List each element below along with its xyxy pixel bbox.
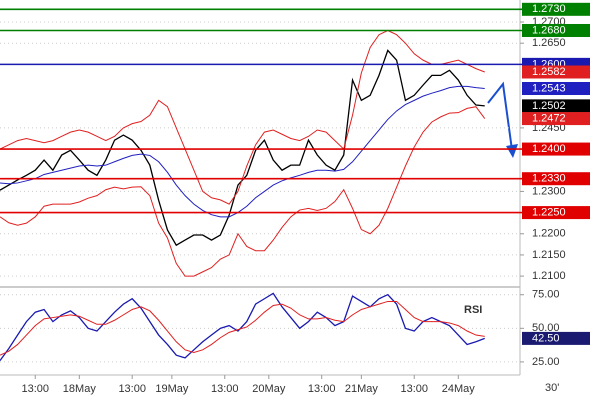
series-line <box>0 292 485 361</box>
y-tick-label: 25.00 <box>532 356 560 368</box>
x-tick-label: 21May <box>345 383 379 395</box>
y-tick-label: 1.2650 <box>532 37 566 49</box>
timeframe: 30' <box>545 382 559 394</box>
x-tick-label: 20May <box>252 383 286 395</box>
level-label: 1.2250 <box>532 206 566 218</box>
y-tick-label: 1.2150 <box>532 249 566 261</box>
price-tag <box>522 99 590 113</box>
price-tag <box>522 65 590 79</box>
rsi-title: RSI <box>464 304 482 316</box>
level-tag <box>522 2 590 16</box>
x-tick-label: 13:00 <box>21 383 49 395</box>
x-tick-label: 13:00 <box>118 383 146 395</box>
y-tick-label: 1.2100 <box>532 270 566 282</box>
price-tag <box>522 82 590 96</box>
level-tag <box>522 206 590 220</box>
level-tag <box>522 142 590 156</box>
y-tick-label: 75.00 <box>532 289 560 301</box>
price-tag <box>522 112 590 126</box>
y-tick-label: 50.00 <box>532 322 560 334</box>
level-label: 1.2400 <box>532 143 566 155</box>
x-tick-label: 19May <box>155 383 189 395</box>
level-tag <box>522 172 590 186</box>
y-tick-label: 1.2300 <box>532 185 566 197</box>
price-tag-label: 1.2582 <box>532 66 566 78</box>
level-label: 1.2330 <box>532 173 566 185</box>
x-tick-label: 13:00 <box>400 383 428 395</box>
x-tick-label: 13:00 <box>308 383 336 395</box>
price-tag-label: 1.2502 <box>532 100 566 112</box>
series-line <box>0 300 485 356</box>
x-tick-label: 13:00 <box>211 383 239 395</box>
x-tick-label: 18May <box>63 383 97 395</box>
y-tick-label: 1.2200 <box>532 228 566 240</box>
x-tick-label: 24May <box>442 383 476 395</box>
price-tag <box>522 331 590 345</box>
price-tag-label: 1.2472 <box>532 112 566 124</box>
level-label: 1.2730 <box>532 3 566 15</box>
price-tag-label: 42.50 <box>532 332 560 344</box>
series-line <box>0 106 486 277</box>
arrow-head <box>506 144 518 158</box>
level-label: 1.2680 <box>532 24 566 36</box>
series-line <box>0 85 485 218</box>
level-tag <box>522 23 590 37</box>
price-tag-label: 1.2543 <box>532 82 566 94</box>
